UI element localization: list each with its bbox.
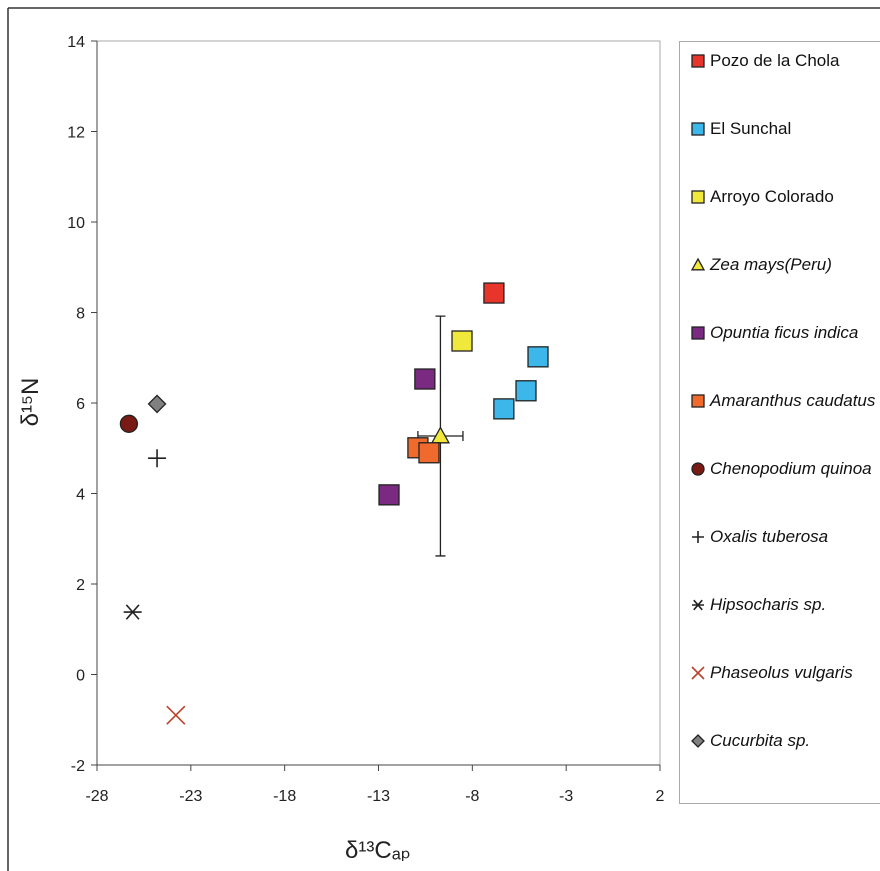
marker (430, 426, 451, 444)
marker (493, 398, 515, 420)
marker (691, 54, 705, 68)
legend-icon (692, 599, 704, 611)
legend-label: Hipsocharis sp. (710, 595, 827, 614)
legend-label: Chenopodium quinoa (710, 459, 872, 478)
legend-label: Oxalis tuberosa (710, 527, 829, 546)
plot-frame (96, 40, 661, 766)
x-tick-label: -8 (465, 788, 479, 805)
y-tick-label: 14 (67, 34, 85, 51)
marker (527, 346, 549, 368)
legend-label: Phaseolus vulgaris (710, 663, 853, 682)
legend-entry: Cucurbita sp. (680, 730, 880, 798)
legend-label: Pozo de la Chola (710, 51, 840, 70)
legend-label: Arroyo Colorado (710, 187, 834, 206)
marker (691, 326, 705, 340)
legend: Pozo de la Chola El Sunchal Arroyo Colorad… (679, 41, 880, 804)
legend-icon (691, 462, 705, 476)
y-tick-label: -2 (71, 758, 85, 775)
y-tick-label: 12 (67, 125, 85, 142)
marker (414, 368, 436, 390)
marker (378, 484, 400, 506)
legend-icon (691, 54, 705, 68)
legend-label: Zea mays(Peru) (710, 255, 832, 274)
legend-icon (691, 190, 705, 204)
marker (483, 282, 505, 304)
legend-entry: Arroyo Colorado (680, 186, 880, 254)
marker (691, 666, 705, 680)
y-tick-label: 10 (67, 215, 85, 232)
legend-icon (691, 394, 705, 408)
x-tick-label: -28 (85, 788, 108, 805)
legend-label: Cucurbita sp. (710, 731, 811, 750)
y-tick-label: 4 (76, 487, 85, 504)
legend-entry: Hipsocharis sp. (680, 594, 880, 662)
marker (166, 705, 186, 725)
y-tick-label: 2 (76, 577, 85, 594)
y-tick-label: 0 (76, 668, 85, 685)
marker (147, 394, 167, 414)
legend-label: El Sunchal (710, 119, 792, 138)
marker (123, 604, 142, 620)
x-axis-label: δ¹³Cₐₚ (345, 837, 411, 864)
legend-entry: Oxalis tuberosa (680, 526, 880, 594)
legend-icon (691, 666, 705, 680)
marker (451, 330, 473, 352)
legend-icon (690, 257, 706, 271)
x-tick-label: -23 (179, 788, 202, 805)
x-tick-label: 2 (656, 788, 665, 805)
y-tick-label: 8 (76, 306, 85, 323)
legend-icon (692, 531, 704, 543)
legend-icon (691, 326, 705, 340)
marker (692, 531, 704, 543)
marker (691, 462, 705, 476)
marker (418, 442, 440, 464)
marker (692, 599, 704, 611)
x-tick-label: -18 (273, 788, 296, 805)
legend-entry: Chenopodium quinoa (680, 458, 880, 526)
marker (691, 122, 705, 136)
legend-entry: Zea mays(Peru) (680, 254, 880, 322)
y-tick-label: 6 (76, 396, 85, 413)
legend-icon (691, 122, 705, 136)
legend-label: Amaranthus caudatus (710, 391, 876, 410)
legend-entry: Pozo de la Chola (680, 50, 880, 118)
marker (691, 394, 705, 408)
legend-entry: Opuntia ficus indica (680, 322, 880, 390)
x-tick-label: -3 (559, 788, 573, 805)
legend-entry: Phaseolus vulgaris (680, 662, 880, 730)
y-axis-label: δ¹⁵N (17, 378, 44, 427)
marker (690, 257, 706, 271)
legend-entry: Amaranthus caudatus (680, 390, 880, 458)
legend-entry: El Sunchal (680, 118, 880, 186)
marker (515, 380, 537, 402)
marker (148, 449, 167, 468)
marker (691, 734, 705, 748)
x-tick-label: -13 (367, 788, 390, 805)
legend-icon (691, 734, 705, 748)
marker (691, 190, 705, 204)
marker (119, 414, 139, 433)
legend-label: Opuntia ficus indica (710, 323, 859, 342)
